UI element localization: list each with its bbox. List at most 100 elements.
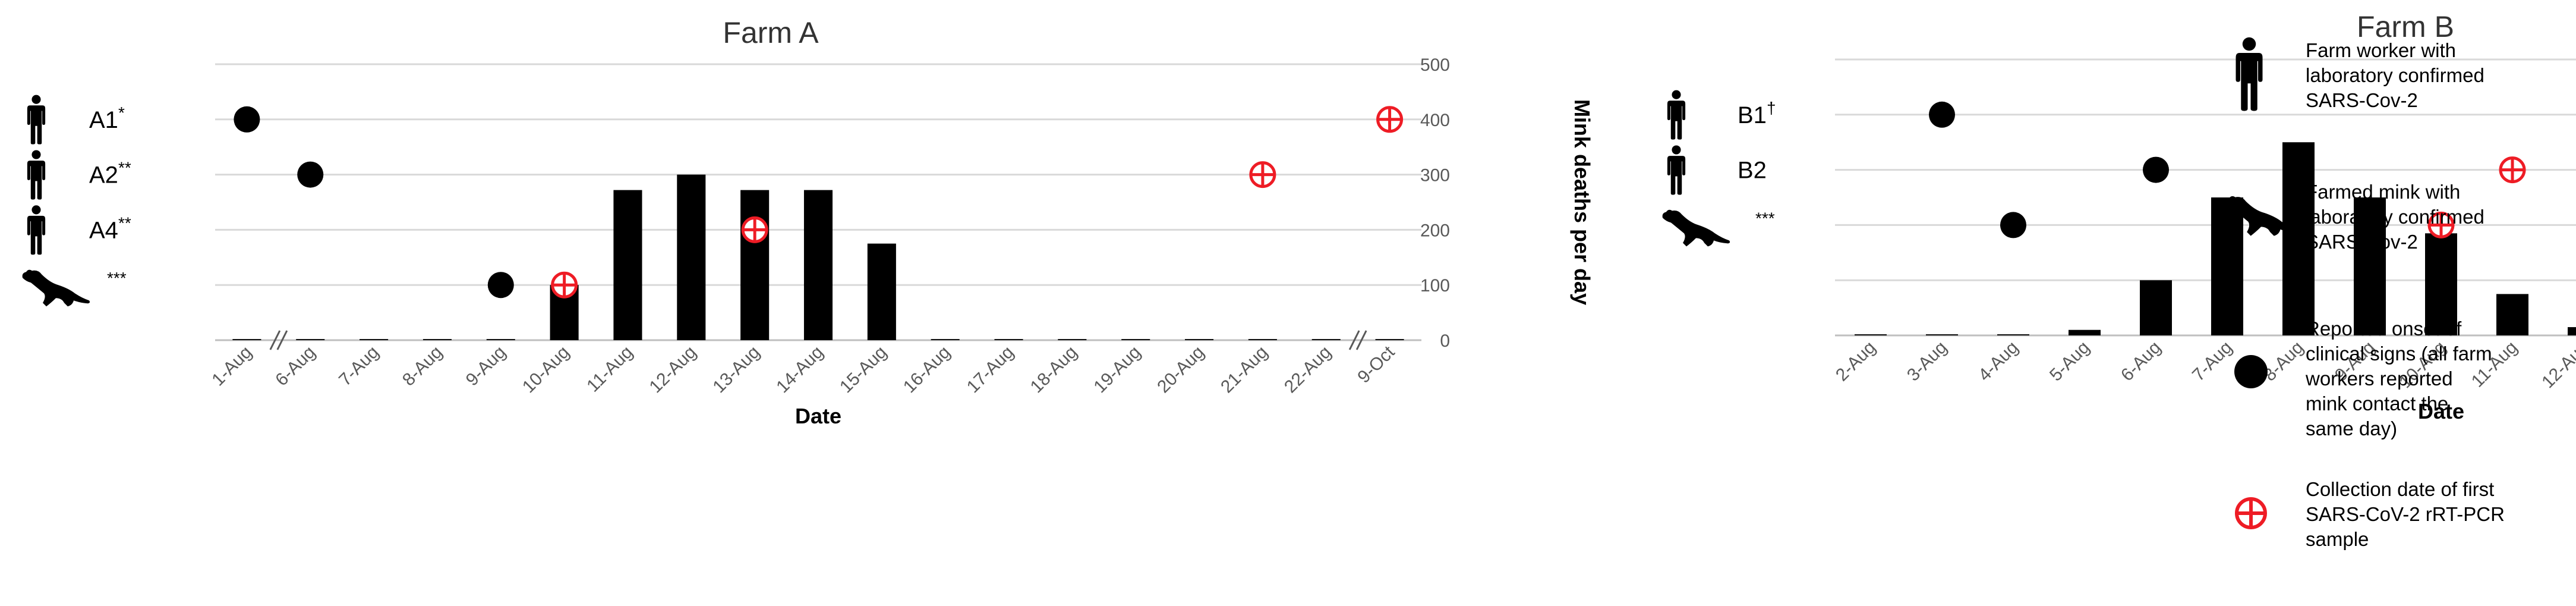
x-axis-title: Date <box>2418 399 2464 423</box>
axis-break-stroke <box>276 330 288 350</box>
legend-text: laboratory confirmed <box>2306 64 2484 86</box>
bar <box>1926 334 1958 335</box>
onset-marker <box>2000 212 2026 238</box>
onset-marker <box>234 106 260 133</box>
onset-dot-icon <box>2234 355 2268 388</box>
legend-text: Reported onset of <box>2306 318 2462 340</box>
legend-text: Farmed mink with <box>2306 181 2460 203</box>
farm-a-chart: Farm A 0 100 200 300 400 500 Mink deaths per d… <box>22 16 1594 428</box>
bar <box>2496 294 2528 335</box>
x-tick-label: 11-Aug <box>583 343 636 396</box>
person-icon <box>1667 90 1686 140</box>
bar <box>2069 329 2101 335</box>
row-label: B1† <box>1738 99 1776 128</box>
bar <box>360 339 389 340</box>
bar <box>2354 197 2386 335</box>
x-tick-label: 10-Aug <box>519 343 573 397</box>
bar <box>422 339 452 340</box>
mink-icon <box>22 269 90 307</box>
axis-break-stroke <box>1348 330 1360 350</box>
collection-marker <box>2499 156 2526 184</box>
legend-item: Reported onset of clinical signs (all far… <box>2234 318 2492 439</box>
axis-break-mark <box>269 330 288 350</box>
row-label: *** <box>1755 209 1775 227</box>
bar <box>1311 339 1341 340</box>
axis-break-stroke <box>1355 330 1367 350</box>
axis-break-mark <box>1348 330 1367 350</box>
axis-break-stroke <box>269 330 281 350</box>
bar <box>1248 339 1277 340</box>
bar <box>2425 233 2457 335</box>
y-axis-title: Mink deaths per day <box>1570 99 1594 305</box>
legend-item: Farmed mink with laboratory confirmed SARS… <box>2224 181 2484 253</box>
legend-item: Collection date of first SARS-CoV-2 rRT-P… <box>2235 478 2505 550</box>
onset-marker <box>2143 156 2169 183</box>
bar <box>1121 339 1150 340</box>
bar <box>1375 339 1404 340</box>
legend-text: SARS-Cov-2 <box>2306 89 2418 111</box>
legend-text: SARS-CoV-2 rRT-PCR <box>2306 503 2505 525</box>
bar <box>613 190 642 340</box>
row-label-text: A1 <box>89 107 118 133</box>
row-label-superscript: ** <box>118 213 131 232</box>
collection-marker <box>2427 211 2455 238</box>
row-label-group: A2** <box>27 150 131 200</box>
row-label-superscript: ** <box>118 159 131 177</box>
person-icon <box>27 95 46 145</box>
row-label: A2** <box>89 159 131 189</box>
collection-marker <box>551 271 578 299</box>
y-tick-label: 0 <box>1440 331 1450 351</box>
x-tick-label: 19-Aug <box>1090 343 1144 397</box>
x-tick-label: 3-Aug <box>1903 338 1951 385</box>
row-label-text: A4 <box>89 217 118 243</box>
bar <box>486 339 515 340</box>
legend-text: Collection date of first <box>2306 478 2494 500</box>
bar <box>1997 334 2029 335</box>
bar <box>232 339 261 340</box>
person-icon <box>27 150 46 200</box>
y-tick-label: 500 <box>1420 55 1450 75</box>
bar <box>2282 142 2315 335</box>
legend-text: clinical signs (all farm <box>2306 343 2492 365</box>
x-tick-label: 15-Aug <box>836 343 891 397</box>
bar <box>677 174 706 340</box>
y-tick-label: 100 <box>1420 276 1450 296</box>
row-label-group: B2 <box>1667 145 1767 195</box>
legend-text: laboratory confirmed <box>2306 206 2484 228</box>
legend-text: sample <box>2306 528 2369 550</box>
x-tick-label: 1-Aug <box>208 343 256 390</box>
x-tick-label: 14-Aug <box>773 343 827 397</box>
legend-item: Farm worker with laboratory confirmed SARS… <box>2236 37 2484 111</box>
x-tick-label: 16-Aug <box>900 343 954 397</box>
collection-marker <box>1249 161 1276 189</box>
onset-marker <box>297 161 324 188</box>
row-label-text: B1 <box>1738 102 1767 128</box>
row-label-superscript: * <box>118 103 125 122</box>
y-tick-label: 200 <box>1420 221 1450 240</box>
legend-text: Farm worker with <box>2306 39 2456 61</box>
x-tick-label: 22-Aug <box>1281 343 1335 397</box>
row-label: *** <box>107 269 127 287</box>
x-tick-label: 6-Aug <box>2117 338 2165 385</box>
collection-marker <box>741 216 768 243</box>
onset-marker <box>487 272 514 299</box>
row-label-group: *** <box>1662 209 1775 247</box>
collection-marker <box>1376 106 1404 133</box>
x-tick-label: 18-Aug <box>1027 343 1082 397</box>
x-tick-label: 9-Aug <box>462 343 510 390</box>
legend-text: SARS-Cov-2 <box>2306 231 2418 253</box>
x-tick-label: 12-Aug <box>2538 338 2576 393</box>
x-tick-label: 17-Aug <box>963 343 1018 397</box>
onset-marker <box>1929 101 1955 128</box>
chart-title: Farm B <box>2357 10 2454 43</box>
x-tick-label: 5-Aug <box>2046 338 2093 385</box>
bar <box>1058 339 1087 340</box>
row-label-superscript: *** <box>107 269 127 287</box>
legend-text: same day) <box>2306 417 2397 439</box>
x-tick-label: 7-Aug <box>2189 338 2236 385</box>
x-tick-label: 8-Aug <box>2260 338 2307 385</box>
mink-icon <box>1662 209 1730 247</box>
x-tick-label: 12-Aug <box>646 343 701 397</box>
